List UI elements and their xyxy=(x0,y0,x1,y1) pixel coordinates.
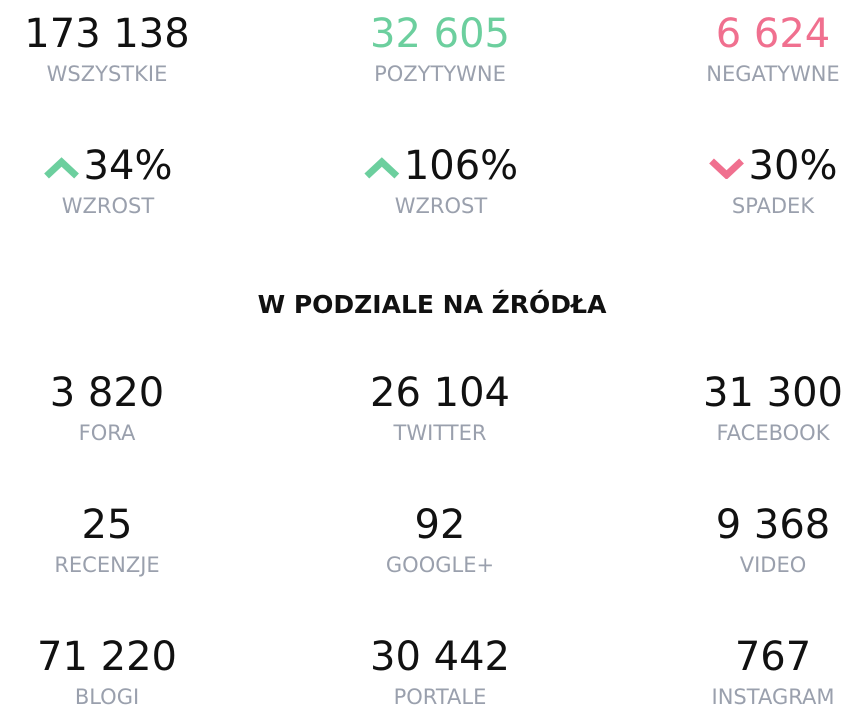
stat-label: NEGATYWNE xyxy=(706,62,840,86)
source-value: 31 300 xyxy=(703,370,843,416)
source-value: 30 442 xyxy=(370,634,510,680)
source-label: TWITTER xyxy=(393,421,487,445)
source-label: INSTAGRAM xyxy=(711,685,835,709)
source-stat: 3 820 FORA xyxy=(50,369,165,447)
trend-value: 34% xyxy=(83,143,173,189)
trend: 34% WZROST xyxy=(44,142,173,220)
source-value: 3 820 xyxy=(49,370,165,416)
stat-value: 173 138 xyxy=(24,11,190,57)
down-arrow xyxy=(709,158,744,179)
trend-label: WZROST xyxy=(61,194,155,218)
stat: 32 605 POZYTYWNE xyxy=(370,10,510,88)
source-label: GOOGLE+ xyxy=(385,553,495,577)
stat-label: POZYTYWNE xyxy=(374,62,506,86)
stat-label: WSZYSTKIE xyxy=(46,62,168,86)
source-label: PORTALE xyxy=(393,685,487,709)
source-stat: 9 368 VIDEO xyxy=(716,501,831,579)
source-label: FORA xyxy=(78,421,136,445)
up-arrow xyxy=(364,157,400,179)
source-stat: 25 RECENZJE xyxy=(54,501,159,579)
source-value: 767 xyxy=(734,634,812,680)
trend: 30% SPADEK xyxy=(709,142,838,220)
source-label: BLOGI xyxy=(74,685,140,709)
source-label: RECENZJE xyxy=(54,553,160,577)
source-value: 92 xyxy=(414,502,466,548)
source-stat: 92 GOOGLE+ xyxy=(386,501,494,579)
stat: 173 138 WSZYSTKIE xyxy=(24,10,189,88)
source-label: FACEBOOK xyxy=(716,421,830,445)
source-stat: 31 300 FACEBOOK xyxy=(703,369,843,447)
source-label: VIDEO xyxy=(739,553,807,577)
trend-value: 106% xyxy=(403,143,519,189)
stat: 6 624 NEGATYWNE xyxy=(706,10,839,88)
source-value: 71 220 xyxy=(37,634,177,680)
source-stat: 767 INSTAGRAM xyxy=(712,633,835,711)
source-stat: 26 104 TWITTER xyxy=(370,369,510,447)
trend: 106% WZROST xyxy=(364,142,518,220)
section-heading: W PODZIALE NA ŹRÓDŁA xyxy=(257,290,607,319)
source-value: 25 xyxy=(81,502,133,548)
source-value: 26 104 xyxy=(370,370,510,416)
trend-value: 30% xyxy=(748,143,838,189)
source-value: 9 368 xyxy=(715,502,831,548)
trend-label: SPADEK xyxy=(731,194,815,218)
source-stat: 30 442 PORTALE xyxy=(370,633,510,711)
trend-label: WZROST xyxy=(394,194,488,218)
source-stat: 71 220 BLOGI xyxy=(37,633,177,711)
stat-value: 32 605 xyxy=(370,11,510,57)
up-arrow xyxy=(44,157,79,179)
stat-value: 6 624 xyxy=(715,11,831,57)
